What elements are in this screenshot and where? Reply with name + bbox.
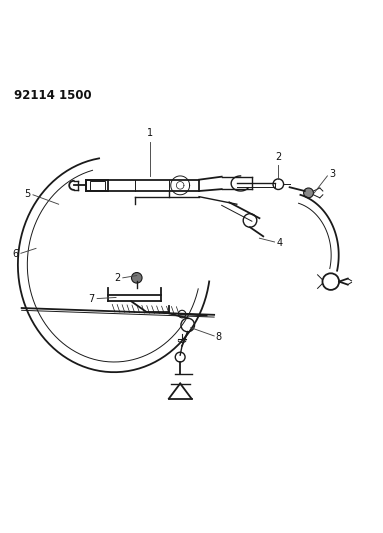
Text: 7: 7 (88, 294, 95, 304)
Text: 92114 1500: 92114 1500 (14, 89, 92, 102)
Bar (90, 181, 105, 190)
Text: 8: 8 (216, 332, 222, 342)
Circle shape (131, 272, 142, 283)
Text: 3: 3 (329, 169, 336, 179)
Text: 5: 5 (24, 189, 30, 199)
Text: 1: 1 (147, 128, 153, 138)
Circle shape (304, 188, 313, 198)
Text: 4: 4 (277, 238, 283, 248)
Text: 2: 2 (114, 273, 121, 283)
Text: 6: 6 (13, 249, 19, 259)
Text: 2: 2 (275, 152, 282, 163)
